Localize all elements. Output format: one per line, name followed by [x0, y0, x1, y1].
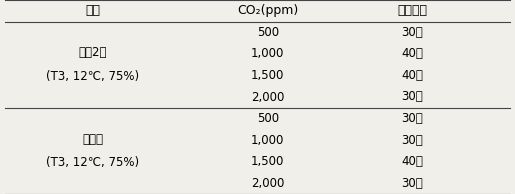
Text: 1,500: 1,500 [251, 155, 284, 168]
Text: 2,000: 2,000 [251, 90, 284, 104]
Text: 40일: 40일 [401, 155, 423, 168]
Text: 30일: 30일 [401, 112, 423, 125]
Text: 1,000: 1,000 [251, 134, 284, 147]
Text: 40일: 40일 [401, 47, 423, 60]
Text: 1,500: 1,500 [251, 69, 284, 82]
Text: (T3, 12℃, 75%): (T3, 12℃, 75%) [46, 70, 139, 83]
Text: 500: 500 [257, 26, 279, 39]
Text: 저장기간: 저장기간 [397, 4, 427, 17]
Text: 1,000: 1,000 [251, 47, 284, 60]
Text: 30일: 30일 [401, 90, 423, 104]
Text: 2,000: 2,000 [251, 177, 284, 190]
Text: (T3, 12℃, 75%): (T3, 12℃, 75%) [46, 156, 139, 169]
Text: 흑타리: 흑타리 [82, 133, 103, 146]
Text: 30일: 30일 [401, 177, 423, 190]
Text: 500: 500 [257, 112, 279, 125]
Text: 30일: 30일 [401, 26, 423, 39]
Text: 구분: 구분 [85, 4, 100, 17]
Text: 춘추2호: 춘추2호 [78, 46, 107, 59]
Text: 40일: 40일 [401, 69, 423, 82]
Text: 30일: 30일 [401, 134, 423, 147]
Text: CO₂(ppm): CO₂(ppm) [237, 4, 298, 17]
